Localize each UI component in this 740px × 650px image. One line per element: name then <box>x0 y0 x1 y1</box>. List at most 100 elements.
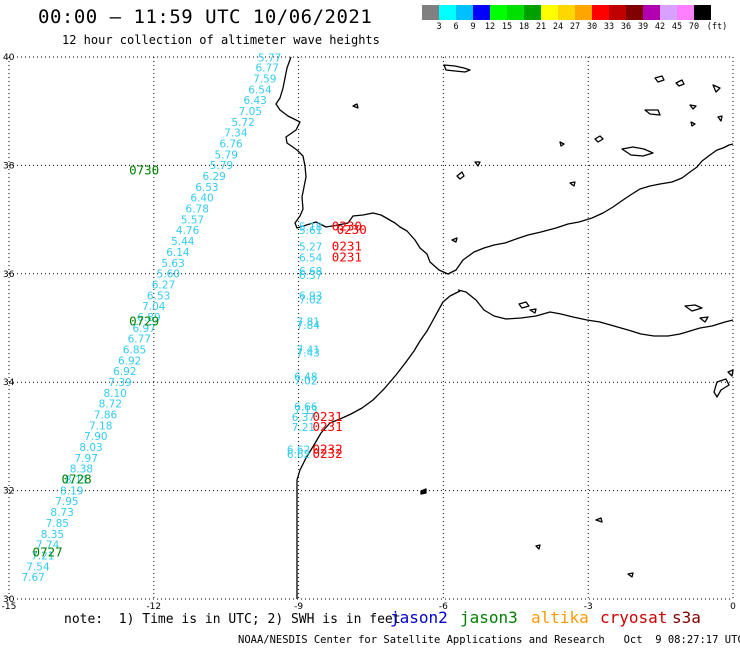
iberia-atlantic-coast <box>275 56 734 275</box>
wave-height-value: 7.43 <box>297 348 320 360</box>
lat-tick-label: 36 <box>3 270 15 280</box>
wave-height-value: 6.89 <box>137 312 160 324</box>
wave-height-value: 7.05 <box>239 106 262 118</box>
credit-line: NOAA/NESDIS Center for Satellite Applica… <box>238 634 740 646</box>
color-scale-label: 70 <box>688 22 700 32</box>
island <box>717 115 723 122</box>
pass-number-label: 0231 <box>313 409 343 424</box>
color-swatch <box>490 5 507 20</box>
wave-height-value: 5.79 <box>210 160 233 172</box>
island <box>443 64 471 73</box>
wave-height-value: 8.03 <box>79 442 102 454</box>
island <box>559 141 565 147</box>
wave-height-value: 6.92 <box>118 355 141 367</box>
lat-tick-label: 40 <box>3 53 15 63</box>
lat-tick-label: 38 <box>3 161 15 171</box>
color-scale-label: 3 <box>436 22 442 32</box>
wave-height-value: 7.02 <box>299 295 322 307</box>
map-subtitle: 12 hour collection of altimeter wave hei… <box>62 33 380 47</box>
color-swatch <box>575 5 592 20</box>
color-swatch <box>677 5 694 20</box>
lon-tick-label: -15 <box>2 602 17 612</box>
wave-height-value: 6.66 <box>294 401 318 413</box>
pass-number-label: 0232 <box>313 442 343 457</box>
island <box>684 304 703 312</box>
color-scale-label: 12 <box>484 22 496 32</box>
wave-height-value: 7.21 <box>292 422 315 434</box>
wave-height-value: 5.61 <box>299 225 322 237</box>
color-scale-label: 24 <box>552 22 564 32</box>
color-scale-label: 15 <box>501 22 513 32</box>
island <box>654 75 665 83</box>
wave-height-value: 6.43 <box>243 95 266 107</box>
color-scale-label: 6 <box>453 22 459 32</box>
color-scale-label: 39 <box>637 22 649 32</box>
wave-height-value: 6.62 <box>287 445 310 457</box>
wave-height-value: 7.86 <box>94 410 118 422</box>
island <box>644 109 661 116</box>
pass-number-label: 0230 <box>337 222 367 237</box>
lon-tick-label: -3 <box>584 602 593 612</box>
island <box>675 79 685 87</box>
color-swatch <box>660 5 677 20</box>
wave-height-value: 6.14 <box>166 247 190 259</box>
island <box>518 301 530 309</box>
wave-height-value: 5.72 <box>231 117 254 129</box>
wave-height-value: 7.39 <box>108 377 131 389</box>
color-swatch <box>541 5 558 20</box>
wave-height-value: 6.40 <box>190 193 213 205</box>
wave-height-values: 5.776.777.596.546.437.055.727.346.765.79… <box>21 52 322 584</box>
wave-height-value: 6.78 <box>186 204 209 216</box>
wave-height-value: 7.84 <box>297 320 321 332</box>
color-swatch <box>643 5 660 20</box>
footer-note: note: 1) Time is in UTC; 2) SWH is in fe… <box>64 612 401 627</box>
satellite-name-cryosat: cryosat <box>600 608 668 627</box>
color-scale-bar <box>422 5 711 20</box>
wave-height-value: 7.97 <box>75 453 98 465</box>
coastline <box>275 56 734 599</box>
pass-number-label: 0231 <box>332 238 362 253</box>
island <box>690 121 696 127</box>
wave-height-value: 6.27 <box>152 279 175 291</box>
wave-height-value: 8.38 <box>70 464 93 476</box>
color-swatch <box>592 5 609 20</box>
wave-height-value: 6.53 <box>195 182 218 194</box>
wave-height-value: 6.97 <box>132 323 155 335</box>
color-swatch <box>694 5 711 20</box>
satellite-name-altika: altika <box>531 608 589 627</box>
wave-height-value: 7.02 <box>294 375 317 387</box>
wave-height-value: 6.54 <box>248 84 272 96</box>
island <box>713 378 730 398</box>
color-swatch <box>626 5 643 20</box>
wave-height-value: 7.13 <box>294 405 317 417</box>
wave-height-value: 7.74 <box>36 540 60 552</box>
island <box>627 572 634 578</box>
color-scale-label: 42 <box>654 22 666 32</box>
axis-tick-labels: -15 -12 -9 -6 -3 0 40 38 36 34 32 30 <box>2 53 736 612</box>
north-africa-coast <box>296 290 461 599</box>
wave-height-value: 5.57 <box>181 214 204 226</box>
color-swatch <box>507 5 524 20</box>
pass-number-label: 0231 <box>313 419 343 434</box>
lon-tick-label: -9 <box>294 602 303 612</box>
wave-height-value: 5.60 <box>157 269 180 281</box>
pass-number-label: 0727 <box>33 545 63 560</box>
color-scale-label: 21 <box>535 22 547 32</box>
color-scale-label: 36 <box>620 22 632 32</box>
pass-labels: 0730072907280727023002300231023102310231… <box>33 163 367 560</box>
wave-height-value: 7.04 <box>142 301 166 313</box>
lat-tick-label: 34 <box>3 378 15 388</box>
lon-tick-label: -6 <box>439 602 448 612</box>
wave-height-value: 7.81 <box>297 316 320 328</box>
satellite-name-jason2: jason2 <box>390 608 448 627</box>
lon-tick-label: -12 <box>146 602 161 612</box>
color-scale-label: 45 <box>671 22 683 32</box>
color-swatch <box>456 5 473 20</box>
pass-number-label: 0232 <box>313 446 343 461</box>
island <box>474 161 481 167</box>
island <box>712 84 721 93</box>
wave-height-value: 6.37 <box>292 412 315 424</box>
wave-height-value: 8.35 <box>41 529 64 541</box>
color-scale-unit: (ft) <box>706 22 728 32</box>
